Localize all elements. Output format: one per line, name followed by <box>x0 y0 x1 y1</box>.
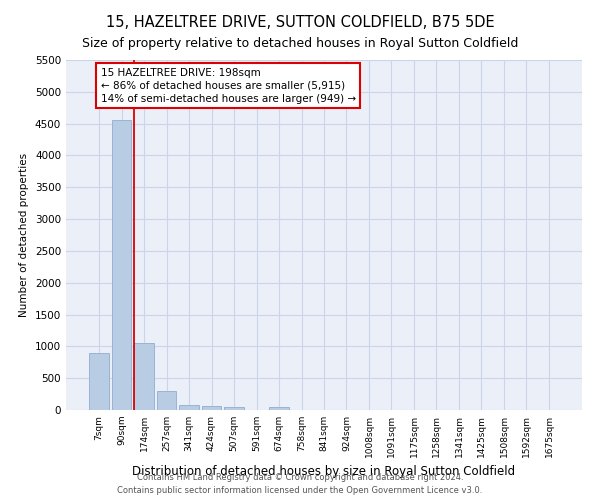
Text: 15 HAZELTREE DRIVE: 198sqm
← 86% of detached houses are smaller (5,915)
14% of s: 15 HAZELTREE DRIVE: 198sqm ← 86% of deta… <box>101 68 356 104</box>
Bar <box>134 343 154 410</box>
Text: 15, HAZELTREE DRIVE, SUTTON COLDFIELD, B75 5DE: 15, HAZELTREE DRIVE, SUTTON COLDFIELD, B… <box>106 15 494 30</box>
Bar <box>157 391 176 410</box>
Text: Size of property relative to detached houses in Royal Sutton Coldfield: Size of property relative to detached ho… <box>82 38 518 51</box>
Text: Contains HM Land Registry data © Crown copyright and database right 2024.
Contai: Contains HM Land Registry data © Crown c… <box>118 474 482 495</box>
Bar <box>179 405 199 410</box>
Bar <box>112 120 131 410</box>
Bar <box>89 352 109 410</box>
Y-axis label: Number of detached properties: Number of detached properties <box>19 153 29 317</box>
Bar <box>202 406 221 410</box>
X-axis label: Distribution of detached houses by size in Royal Sutton Coldfield: Distribution of detached houses by size … <box>133 466 515 478</box>
Bar <box>269 406 289 410</box>
Bar <box>224 406 244 410</box>
